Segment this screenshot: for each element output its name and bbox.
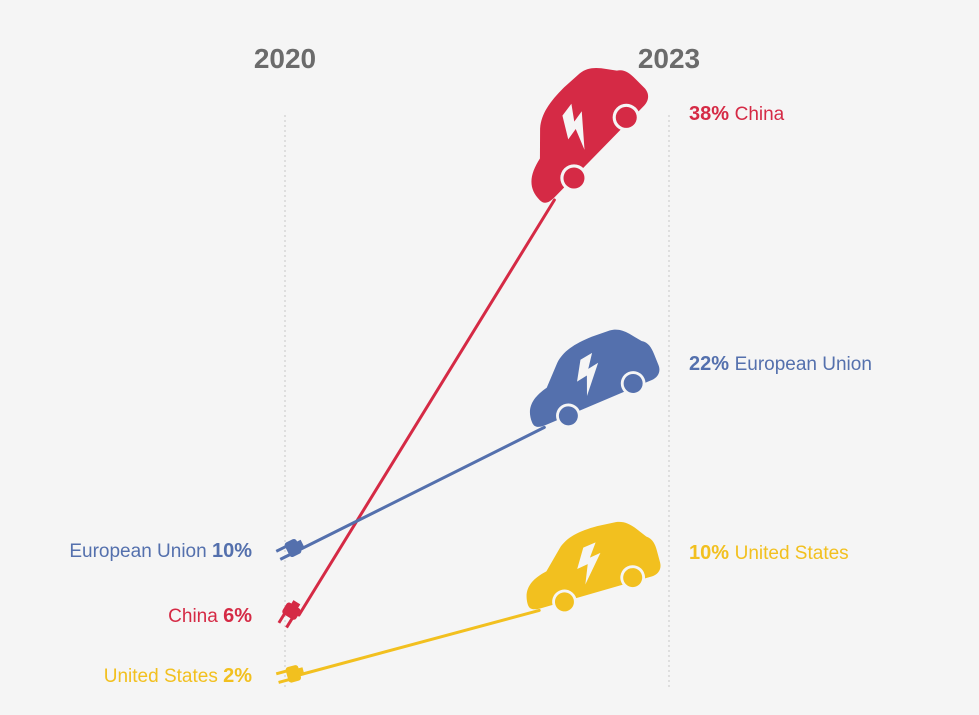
label-2023-european-union: 22% European Union	[689, 353, 872, 375]
year-axis-2023: 2023	[638, 43, 700, 690]
cable-line-united-states	[297, 608, 541, 677]
series-layer	[275, 47, 669, 684]
series-china	[277, 47, 665, 629]
label-2020-european-union: European Union 10%	[69, 540, 252, 562]
series-united-states	[275, 512, 667, 684]
plug-icon	[277, 600, 301, 629]
label-2023-united-states: 10% United States	[689, 542, 849, 564]
plug-icon	[275, 665, 305, 684]
label-2020-united-states: United States 2%	[104, 665, 252, 687]
cable-line-china	[297, 198, 556, 617]
series-european-union	[275, 317, 669, 561]
label-2020-china: China 6%	[168, 605, 252, 627]
year-label-2023: 2023	[638, 43, 700, 74]
year-axis-2020: 2020	[254, 43, 316, 690]
year-label-2020: 2020	[254, 43, 316, 74]
label-2023-china: 38% China	[689, 103, 785, 125]
electric-car-icon	[512, 512, 667, 624]
cable-line-european-union	[297, 425, 546, 552]
plug-icon	[275, 538, 305, 561]
electric-car-icon	[510, 317, 669, 441]
label-layer: China 6% 38% China European Union 10% 22% E…	[69, 103, 872, 687]
